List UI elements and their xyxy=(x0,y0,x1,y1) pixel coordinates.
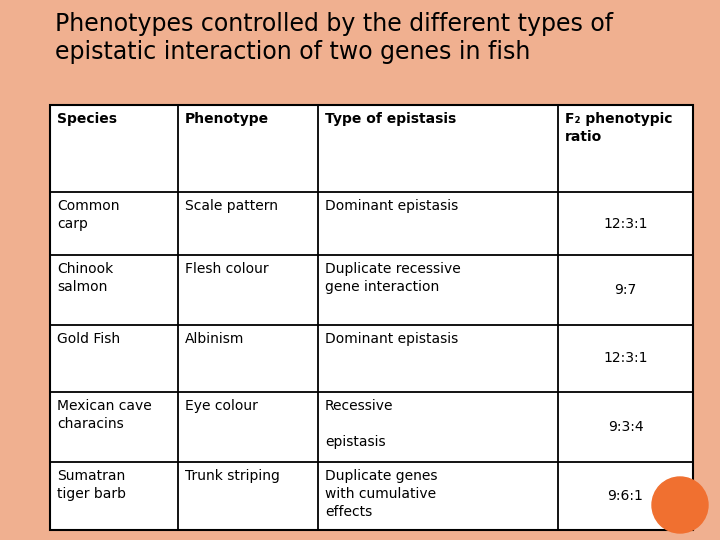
Text: Chinook
salmon: Chinook salmon xyxy=(57,262,113,294)
Text: 9:7: 9:7 xyxy=(614,283,636,297)
Text: Common
carp: Common carp xyxy=(57,199,120,231)
Text: F₂ phenotypic
ratio: F₂ phenotypic ratio xyxy=(565,112,672,144)
Text: Duplicate recessive
gene interaction: Duplicate recessive gene interaction xyxy=(325,262,461,294)
Text: Trunk striping: Trunk striping xyxy=(185,469,280,483)
Text: Eye colour: Eye colour xyxy=(185,399,258,413)
Text: Mexican cave
characins: Mexican cave characins xyxy=(57,399,152,431)
Text: 12:3:1: 12:3:1 xyxy=(603,352,648,366)
Bar xyxy=(50,105,693,530)
Text: Phenotypes controlled by the different types of: Phenotypes controlled by the different t… xyxy=(55,12,613,36)
Text: Scale pattern: Scale pattern xyxy=(185,199,278,213)
Text: Albinism: Albinism xyxy=(185,332,244,346)
Text: Type of epistasis: Type of epistasis xyxy=(325,112,456,126)
Text: Sumatran
tiger barb: Sumatran tiger barb xyxy=(57,469,126,501)
Text: Phenotype: Phenotype xyxy=(185,112,269,126)
Text: epistatic interaction of two genes in fish: epistatic interaction of two genes in fi… xyxy=(55,40,531,64)
Text: 9:3:4: 9:3:4 xyxy=(608,420,643,434)
Text: Gold Fish: Gold Fish xyxy=(57,332,120,346)
Text: Dominant epistasis: Dominant epistasis xyxy=(325,332,458,346)
Text: Dominant epistasis: Dominant epistasis xyxy=(325,199,458,213)
Text: Species: Species xyxy=(57,112,117,126)
Text: Flesh colour: Flesh colour xyxy=(185,262,269,276)
Text: Duplicate genes
with cumulative
effects: Duplicate genes with cumulative effects xyxy=(325,469,438,519)
Text: 12:3:1: 12:3:1 xyxy=(603,217,648,231)
Text: Recessive

epistasis: Recessive epistasis xyxy=(325,399,394,449)
Circle shape xyxy=(652,477,708,533)
Text: 9:6:1: 9:6:1 xyxy=(608,489,644,503)
